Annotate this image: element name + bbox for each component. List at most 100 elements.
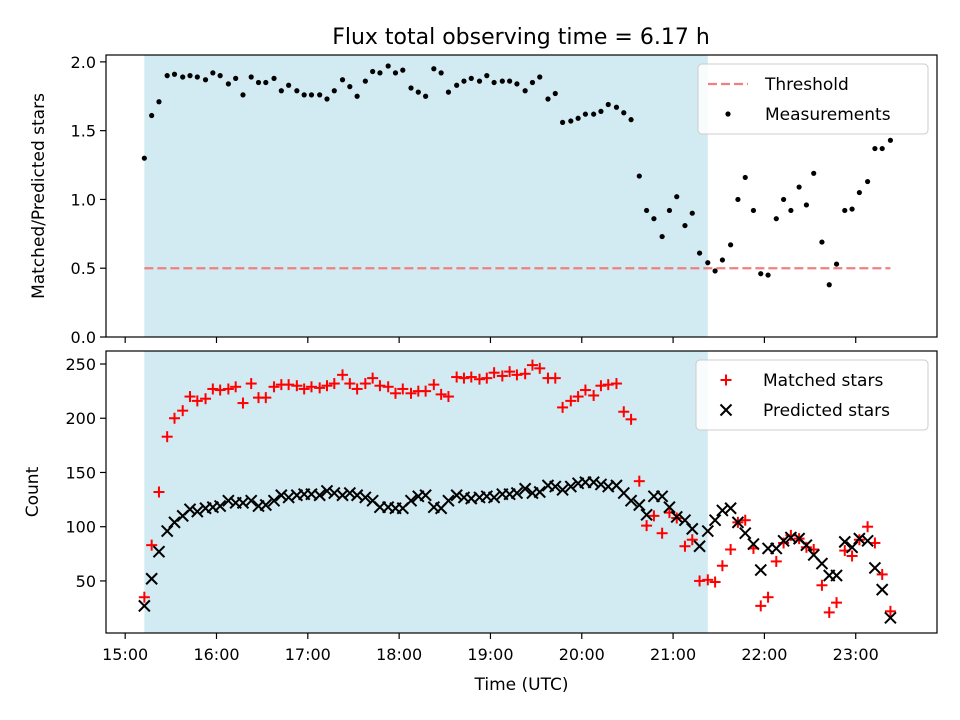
measurement-point bbox=[833, 261, 840, 267]
measurement-point bbox=[377, 70, 383, 76]
measurement-point bbox=[278, 88, 284, 94]
predicted-star-point bbox=[359, 491, 372, 504]
matched-star-point bbox=[328, 378, 340, 390]
matched-star-point bbox=[367, 372, 379, 384]
legend-matched-marker bbox=[720, 374, 732, 386]
measurement-point bbox=[331, 88, 337, 94]
predicted-star-point bbox=[701, 524, 714, 538]
measurement-point bbox=[431, 66, 437, 72]
measurement-point bbox=[537, 74, 543, 80]
matched-star-point bbox=[359, 378, 371, 390]
measurement-point bbox=[217, 73, 223, 79]
predicted-star-point bbox=[800, 538, 813, 552]
predicted-star-point bbox=[267, 494, 281, 507]
matched-star-point bbox=[579, 384, 591, 396]
predicted-star-point bbox=[518, 482, 532, 495]
matched-star-point bbox=[184, 391, 196, 403]
predicted-star-point bbox=[587, 476, 600, 489]
bottom-x-tick-label: 19:00 bbox=[467, 645, 513, 664]
measurement-point bbox=[545, 96, 551, 102]
predicted-star-point bbox=[556, 483, 569, 497]
matched-star-point bbox=[739, 514, 751, 526]
measurement-points bbox=[141, 63, 894, 288]
top-observing-window-shade bbox=[144, 55, 708, 337]
measurement-point bbox=[408, 85, 414, 91]
matched-star-point bbox=[625, 413, 637, 425]
measurement-point bbox=[233, 75, 239, 81]
legend-predicted-swatch bbox=[719, 403, 733, 417]
measurement-point bbox=[636, 173, 642, 179]
bottom-x-tick-label: 20:00 bbox=[559, 645, 605, 664]
measurement-point bbox=[445, 89, 452, 95]
matched-star-point bbox=[191, 395, 203, 407]
predicted-star-point bbox=[168, 516, 181, 529]
measurement-point bbox=[187, 73, 193, 79]
predicted-star-point bbox=[777, 534, 790, 548]
predicted-star-point bbox=[815, 557, 829, 570]
predicted-star-point bbox=[693, 540, 706, 553]
legend-measurements-swatch bbox=[725, 111, 731, 117]
matched-star-point bbox=[428, 379, 440, 391]
matched-star-point bbox=[473, 373, 485, 385]
predicted-star-point bbox=[686, 522, 699, 536]
predicted-star-point bbox=[739, 527, 752, 540]
bottom-x-tick-label: 16:00 bbox=[193, 645, 239, 664]
measurement-point bbox=[286, 82, 292, 88]
predicted-star-point bbox=[708, 513, 722, 527]
measurement-point bbox=[750, 207, 757, 214]
measurement-point bbox=[826, 282, 832, 288]
bottom-y-tick-label: 250 bbox=[65, 355, 96, 374]
measurement-point bbox=[803, 202, 810, 208]
bottom-x-tick-label: 21:00 bbox=[650, 645, 696, 664]
matched-star-point bbox=[389, 387, 401, 399]
predicted-star-point bbox=[183, 503, 197, 516]
measurement-point bbox=[568, 118, 574, 124]
top-y-tick-label: 2.0 bbox=[71, 53, 96, 72]
predicted-star-point bbox=[724, 502, 737, 515]
predicted-star-point bbox=[633, 498, 646, 512]
measurement-point bbox=[728, 242, 734, 248]
matched-star-point bbox=[725, 543, 737, 555]
predicted-star-point bbox=[222, 494, 235, 507]
matched-star-point bbox=[679, 540, 691, 552]
measurement-point bbox=[575, 115, 581, 121]
predicted-star-point bbox=[510, 486, 524, 500]
predicted-star-point bbox=[838, 535, 851, 549]
measurement-point bbox=[263, 79, 269, 86]
bottom-legend: Matched stars Predicted stars bbox=[695, 359, 929, 431]
top-legend: Threshold Measurements bbox=[697, 63, 929, 135]
measurement-point bbox=[484, 73, 490, 79]
measurement-point bbox=[689, 210, 695, 216]
matched-star-point bbox=[641, 520, 653, 532]
measurement-point bbox=[719, 257, 726, 263]
matched-star-point bbox=[161, 431, 173, 443]
matched-star-point bbox=[602, 379, 614, 391]
matched-star-point bbox=[816, 579, 828, 591]
legend-predicted-marker bbox=[719, 403, 733, 417]
measurement-point bbox=[659, 233, 665, 240]
measurement-point bbox=[666, 207, 673, 214]
measurement-point bbox=[849, 206, 855, 212]
measurement-point bbox=[362, 78, 368, 84]
top-legend-box bbox=[697, 63, 929, 135]
matched-star-point bbox=[656, 527, 668, 539]
measurement-point bbox=[742, 174, 748, 181]
matched-star-point bbox=[351, 383, 363, 395]
matched-star-point bbox=[549, 372, 561, 384]
measurement-point bbox=[149, 112, 155, 119]
predicted-star-point bbox=[336, 489, 349, 502]
predicted-star-point bbox=[670, 510, 683, 524]
matched-star-point bbox=[519, 368, 531, 380]
top-y-tick-label: 0.5 bbox=[71, 259, 96, 278]
matched-star-point bbox=[305, 381, 317, 393]
matched-star-point bbox=[458, 372, 470, 384]
measurement-point bbox=[248, 74, 254, 80]
matched-star-point bbox=[862, 521, 874, 533]
matched-star-point bbox=[755, 600, 767, 612]
measurement-point bbox=[788, 207, 794, 214]
matched-star-point bbox=[869, 537, 881, 549]
measurement-point bbox=[507, 78, 513, 84]
measurement-point bbox=[796, 184, 802, 190]
measurement-point bbox=[842, 207, 848, 214]
matched-star-point bbox=[298, 383, 310, 395]
